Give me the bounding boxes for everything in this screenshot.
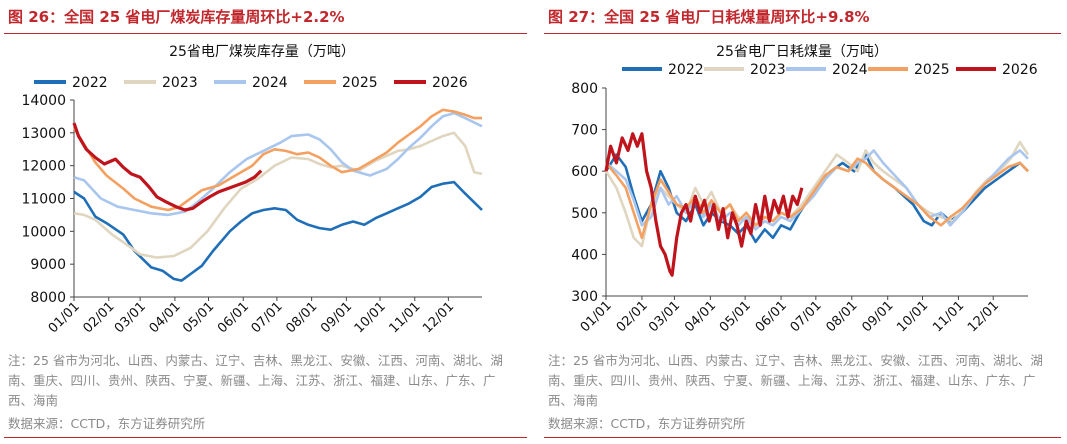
figure-note: 注：25 省市为河北、山西、内蒙古、辽宁、吉林、黑龙江、安徽、江西、河南、湖北、…	[8, 353, 503, 408]
bottom-divider	[544, 437, 1061, 438]
legend-label-2023: 2023	[750, 62, 786, 78]
bottom-divider	[4, 437, 527, 438]
y-tick-label: 8000	[30, 290, 66, 306]
legend-label-2025: 2025	[342, 75, 378, 91]
figure-title: 图 26：全国 25 省电厂煤炭库存量周环比+2.2%	[8, 8, 345, 26]
y-tick-label: 700	[571, 123, 598, 139]
y-tick-label: 9000	[30, 257, 66, 273]
y-tick-label: 13000	[21, 126, 66, 142]
legend-label-2024: 2024	[252, 75, 288, 91]
y-tick-label: 10000	[21, 224, 66, 240]
x-tick-label: 08/01	[824, 298, 861, 335]
legend-label-2026: 2026	[1002, 62, 1038, 78]
series-line-2023	[604, 140, 1030, 248]
figure-panel-consumption: 图 27：全国 25 省电厂日耗煤量周环比+9.8% 25省电厂日耗煤量（万吨）…	[540, 0, 1067, 444]
x-tick-label: 02/01	[614, 298, 651, 335]
y-tick-label: 12000	[21, 159, 66, 175]
series-line-2026	[72, 122, 263, 212]
legend-label-2025: 2025	[914, 62, 950, 78]
x-tick-label: 03/01	[112, 299, 149, 336]
figure-title: 图 27：全国 25 省电厂日耗煤量周环比+9.8%	[548, 8, 870, 26]
series-line-2022	[73, 180, 483, 282]
y-tick-label: 300	[571, 289, 598, 305]
x-tick-label: 06/01	[753, 298, 790, 335]
x-tick-label: 05/01	[180, 299, 217, 336]
x-tick-label: 07/01	[788, 298, 825, 335]
y-tick-label: 11000	[21, 192, 66, 208]
x-tick-label: 04/01	[147, 299, 184, 336]
x-tick-label: 09/01	[859, 298, 896, 335]
x-tick-label: 12/01	[420, 299, 457, 336]
legend-label-2022: 2022	[668, 62, 704, 78]
legend-label-2022: 2022	[72, 75, 108, 91]
series-line-2025	[605, 157, 1029, 240]
inventory-line-chart: 25省电厂煤炭库存量（万吨） 2022 2023 2024 2025 2026 8000 90…	[21, 44, 483, 336]
x-tick-label: 12/01	[965, 298, 1002, 335]
y-tick-label: 400	[571, 247, 598, 263]
figure-source: 数据来源：CCTD，东方证券研究所	[548, 416, 746, 431]
series-line-2023	[73, 131, 483, 259]
legend-label-2024: 2024	[832, 62, 868, 78]
y-tick-label: 14000	[21, 93, 66, 109]
chart-title: 25省电厂日耗煤量（万吨）	[716, 44, 888, 60]
title-divider	[544, 33, 1061, 34]
x-tick-label: 06/01	[215, 299, 252, 336]
series-line-2026	[604, 132, 804, 277]
figure-panel-inventory: 图 26：全国 25 省电厂煤炭库存量周环比+2.2% 25省电厂煤炭库存量（万…	[0, 0, 533, 444]
series-line-2025	[72, 108, 482, 212]
x-tick-label: 08/01	[283, 299, 320, 336]
legend-label-2026: 2026	[432, 75, 468, 91]
x-tick-label: 02/01	[80, 299, 117, 336]
consumption-line-chart: 25省电厂日耗煤量（万吨） 2022 2023 2024 2025 2026 300 400 5…	[571, 44, 1038, 335]
x-tick-label: 11/01	[386, 299, 423, 336]
figure-note: 注：25 省市为河北、山西、内蒙古、辽宁、吉林、黑龙江、安徽、江西、河南、湖北、…	[548, 353, 1043, 408]
chart-title: 25省电厂煤炭库存量（万吨）	[169, 44, 355, 60]
series-line-2024	[605, 149, 1029, 231]
x-tick-label: 09/01	[318, 299, 355, 336]
x-tick-label: 03/01	[646, 298, 683, 335]
y-tick-label: 600	[571, 164, 598, 180]
figure-source: 数据来源：CCTD，东方证券研究所	[8, 416, 206, 431]
series-line-2024	[73, 111, 483, 217]
x-tick-label: 05/01	[717, 298, 754, 335]
x-tick-label: 04/01	[682, 298, 719, 335]
x-tick-label: 11/01	[930, 298, 967, 335]
y-tick-label: 500	[571, 206, 598, 222]
y-tick-label: 800	[571, 81, 598, 97]
legend-label-2023: 2023	[162, 75, 198, 91]
x-tick-label: 07/01	[249, 299, 286, 336]
x-tick-label: 10/01	[352, 299, 389, 336]
x-tick-label: 10/01	[894, 298, 931, 335]
title-divider	[4, 33, 527, 34]
